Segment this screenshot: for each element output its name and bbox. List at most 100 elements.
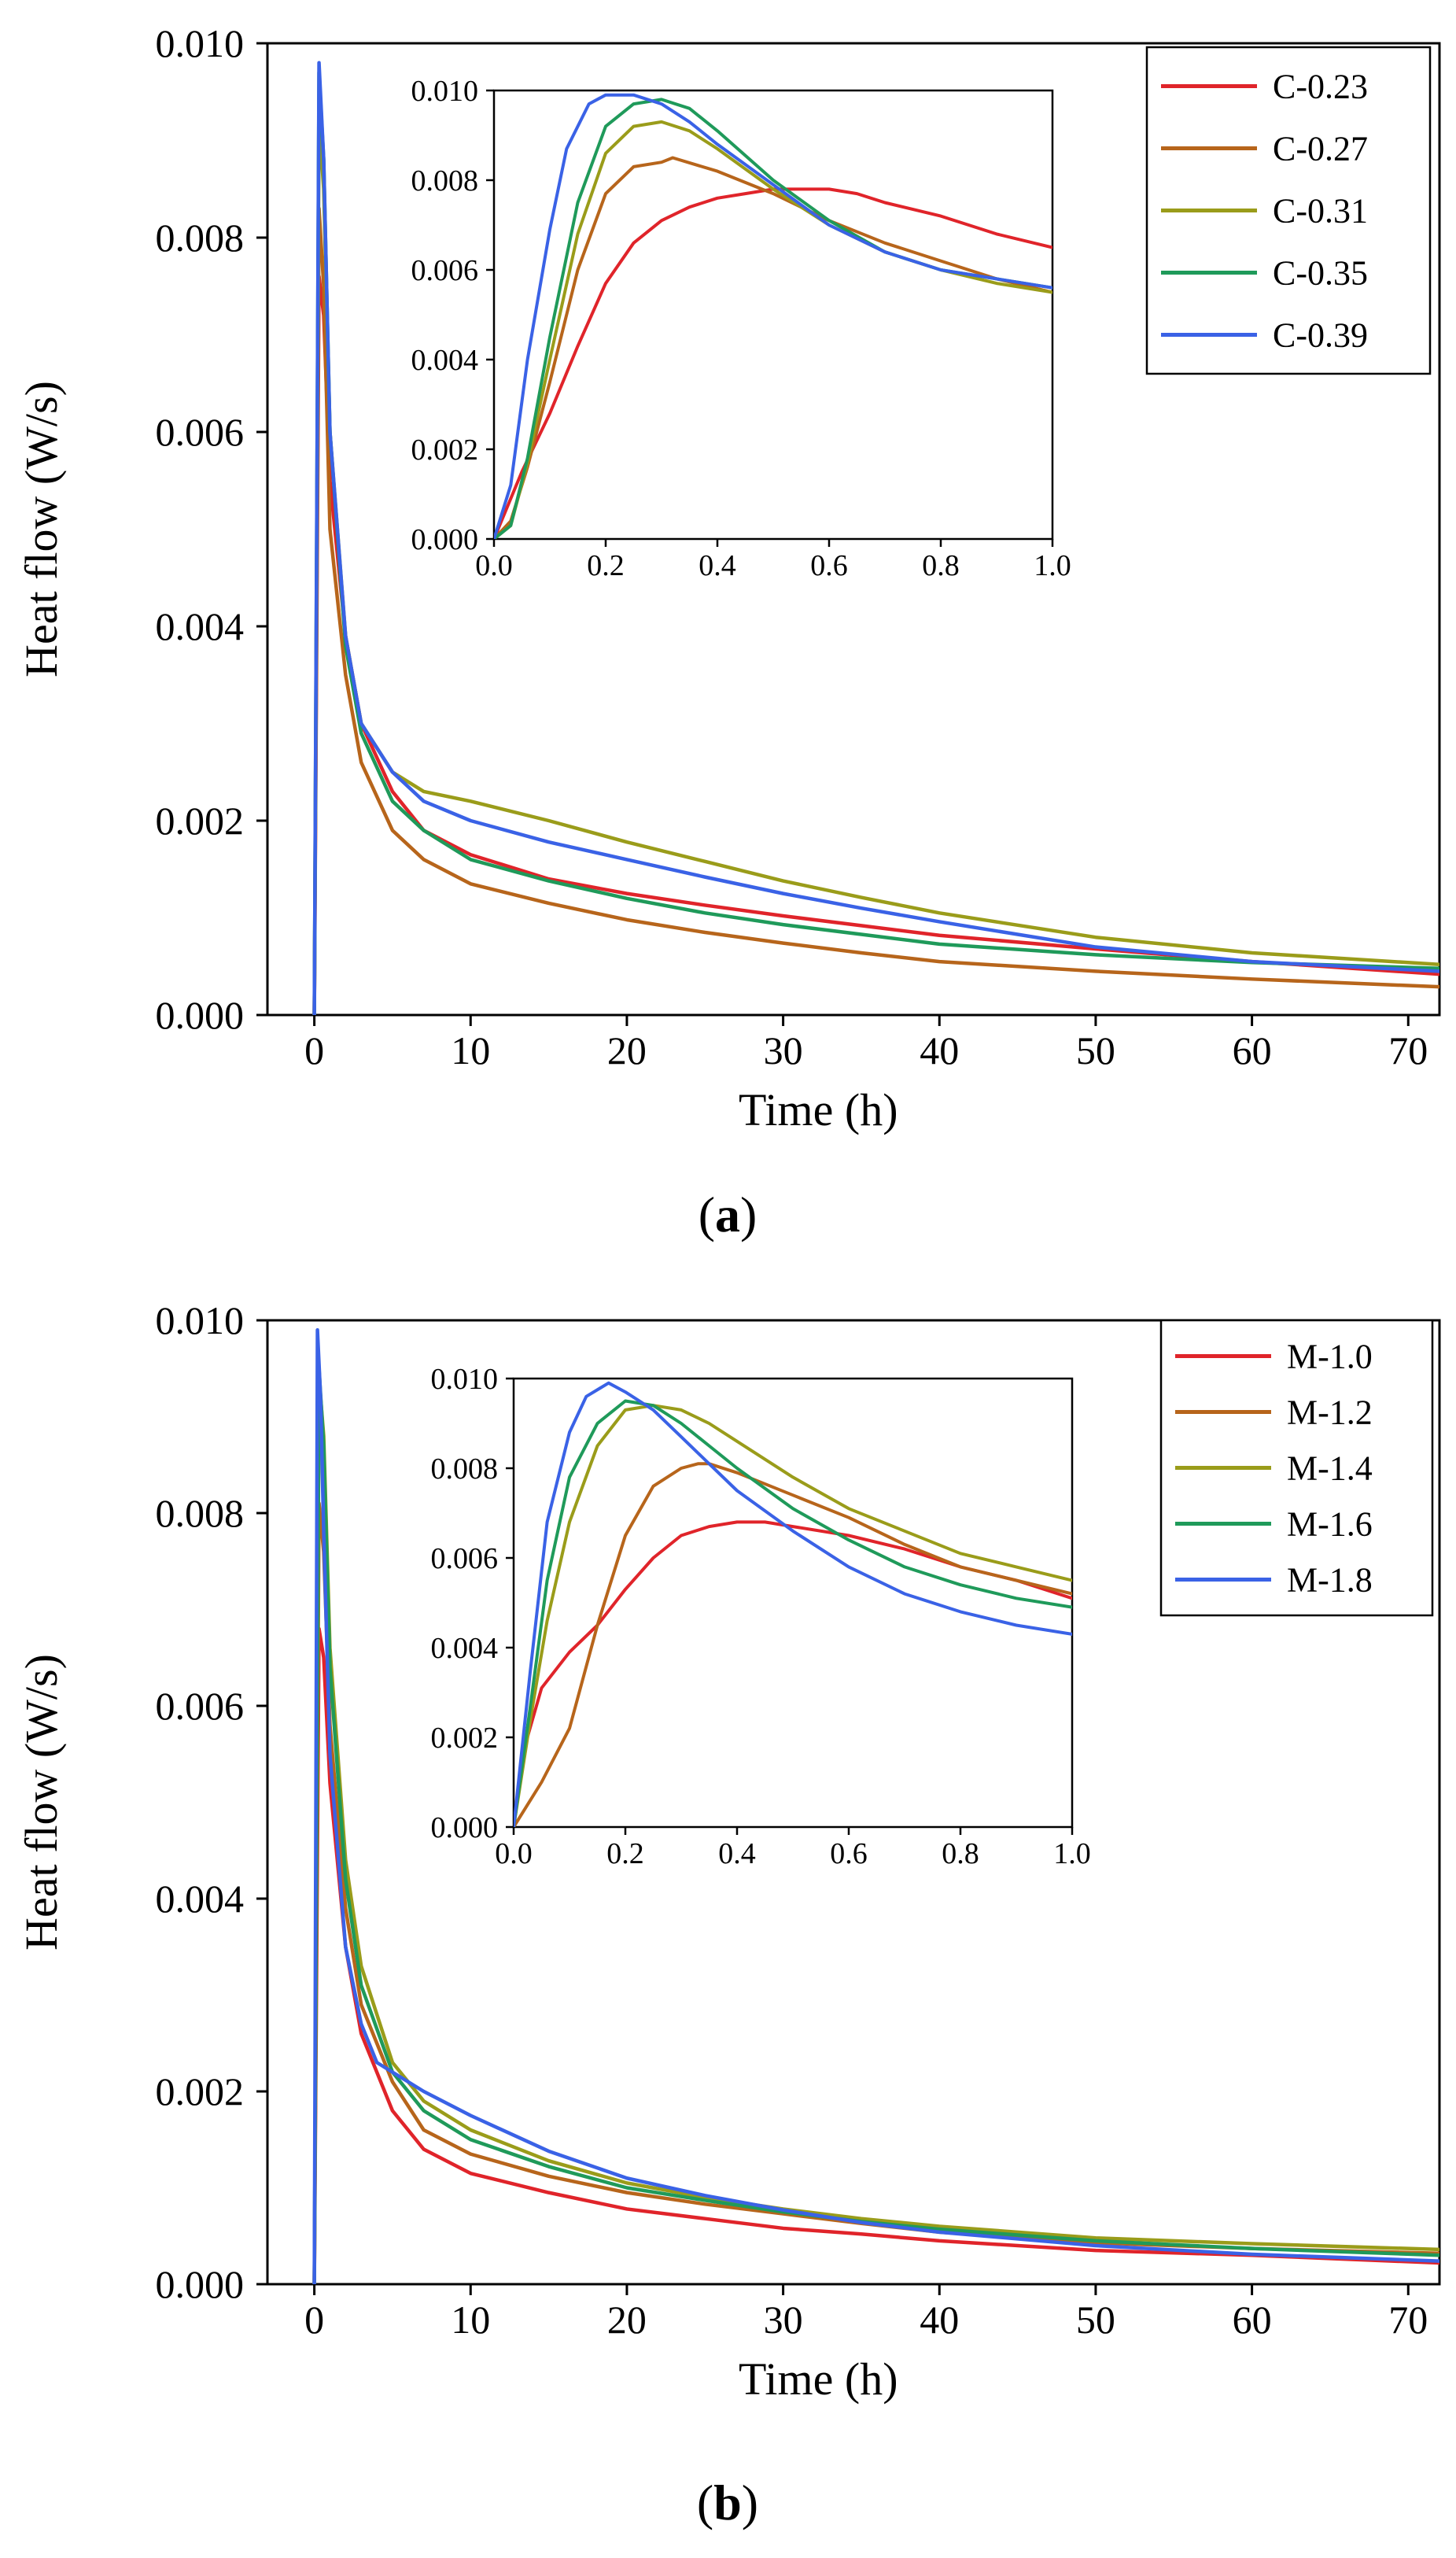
- legend: C-0.23 C-0.27 C-0.31 C-0.35 C-0.39: [1145, 46, 1432, 375]
- main-y-tick-label: 0.000: [156, 993, 245, 1037]
- legend-label-M-1.4: M-1.4: [1287, 1449, 1373, 1488]
- legend-label-C-0.23: C-0.23: [1273, 68, 1368, 106]
- x-axis-title: Time (h): [739, 2353, 898, 2405]
- main-x-tick-label: 40: [920, 1028, 959, 1072]
- x-axis-title: Time (h): [739, 1084, 898, 1135]
- main-x-tick-label: 30: [764, 1028, 803, 1072]
- inset-y-tick-label: 0.002: [431, 1722, 499, 1755]
- main-y-tick-label: 0.004: [156, 604, 245, 648]
- main-x-tick-label: 0: [304, 1028, 324, 1072]
- main-x-tick-label: 20: [607, 1028, 647, 1072]
- inset-x-tick-label: 0.4: [699, 549, 736, 582]
- inset-y-tick-label: 0.006: [431, 1542, 499, 1575]
- main-x-tick-label: 60: [1233, 1028, 1272, 1072]
- inset-series-line-C-0.23: [494, 187, 1052, 539]
- chart-panel-a: 0 10 20 30 40 50 60 70 0.000 0.002 0.004 0.006 0.008…: [16, 21, 1441, 1242]
- main-y-tick-label: 0.002: [156, 2069, 245, 2113]
- panel-label-letter: a: [715, 1187, 740, 1242]
- main-y-tick-label: 0.008: [156, 1491, 245, 1535]
- inset-series-line-M-1.8: [514, 1381, 1072, 1827]
- y-axis-title: Heat flow (W/s): [16, 381, 67, 677]
- main-x-tick-label: 50: [1076, 2298, 1115, 2342]
- inset-x-tick-label: 0.2: [606, 1837, 644, 1870]
- main-y-tick-label: 0.008: [156, 216, 245, 260]
- inset-plot: 0.0 0.2 0.4 0.6 0.8 1.0 0.000 0.002 0.004 0.006 0.…: [431, 1363, 1091, 1870]
- main-x-tick-label: 70: [1388, 1028, 1428, 1072]
- inset-y-tick-label: 0.010: [431, 1363, 499, 1396]
- legend-label-C-0.35: C-0.35: [1273, 254, 1368, 293]
- legend-label-M-1.6: M-1.6: [1287, 1505, 1373, 1544]
- inset-y-tick-label: 0.010: [411, 75, 479, 108]
- inset-y-tick-label: 0.004: [411, 344, 479, 377]
- panel-label-open: (: [699, 1187, 715, 1242]
- panel-label-open: (: [697, 2475, 713, 2530]
- inset-series-line-M-1.6: [514, 1399, 1072, 1827]
- main-y-tick-label: 0.000: [156, 2262, 245, 2306]
- inset-x-tick-label: 0.2: [587, 549, 625, 582]
- panel-label-letter: b: [713, 2475, 742, 2530]
- inset-y-tick-label: 0.008: [411, 164, 479, 197]
- legend-label-M-1.8: M-1.8: [1287, 1561, 1373, 1600]
- main-series-line-C-0.27: [312, 206, 1439, 1015]
- legend: M-1.0 M-1.2 M-1.4 M-1.6 M-1.8: [1159, 1319, 1434, 1617]
- legend-label-C-0.31: C-0.31: [1273, 192, 1368, 231]
- inset-x-tick-label: 0.4: [718, 1837, 756, 1870]
- legend-label-C-0.27: C-0.27: [1273, 130, 1368, 168]
- inset-axes-frame: [512, 1377, 1074, 1829]
- panel-label: (a): [699, 1187, 757, 1242]
- legend-label-M-1.2: M-1.2: [1287, 1393, 1373, 1432]
- panel-label-close: ): [740, 1187, 757, 1242]
- inset-y-tick-label: 0.000: [431, 1811, 499, 1844]
- main-series-line-C-0.39: [312, 61, 1439, 1015]
- inset-series-line-M-1.0: [514, 1520, 1072, 1827]
- main-axes-frame: [266, 1319, 1441, 2286]
- main-y-tick-label: 0.006: [156, 410, 245, 454]
- main-x-tick-label: 10: [451, 2298, 490, 2342]
- y-axis-title: Heat flow (W/s): [16, 1654, 67, 1951]
- main-y-tick-label: 0.006: [156, 1684, 245, 1728]
- main-y-tick-label: 0.010: [156, 1298, 245, 1342]
- chart-panel-b: 0 10 20 30 40 50 60 70 0.000 0.002 0.004 0.006 0.008…: [16, 1298, 1441, 2530]
- main-x-tick-label: 10: [451, 1028, 490, 1072]
- legend-label-C-0.39: C-0.39: [1273, 316, 1368, 355]
- main-series-line-M-1.8: [312, 1328, 1439, 2284]
- inset-y-tick-label: 0.000: [411, 523, 479, 556]
- inset-axes-frame: [492, 89, 1054, 541]
- legend-label-M-1.0: M-1.0: [1287, 1338, 1373, 1376]
- main-series-line-M-1.6: [312, 1367, 1439, 2284]
- main-y-tick-label: 0.004: [156, 1877, 245, 1921]
- main-x-tick-label: 0: [304, 2298, 324, 2342]
- inset-y-tick-label: 0.006: [411, 254, 479, 287]
- main-y-tick-label: 0.010: [156, 21, 245, 65]
- main-x-tick-label: 30: [764, 2298, 803, 2342]
- inset-x-tick-label: 0.6: [830, 1837, 868, 1870]
- inset-y-tick-label: 0.002: [411, 434, 479, 467]
- inset-y-tick-label: 0.008: [431, 1452, 499, 1486]
- main-axes-frame: [266, 42, 1441, 1017]
- inset-series-line-M-1.4: [514, 1404, 1072, 1827]
- inset-x-tick-label: 0.8: [942, 1837, 979, 1870]
- inset-x-tick-label: 0.0: [495, 1837, 533, 1870]
- inset-x-tick-label: 0.0: [475, 549, 513, 582]
- main-x-tick-label: 50: [1076, 1028, 1115, 1072]
- inset-series-line-C-0.27: [494, 156, 1052, 539]
- main-x-tick-label: 20: [607, 2298, 647, 2342]
- panel-label-close: ): [742, 2475, 758, 2530]
- inset-series-line-C-0.35: [494, 98, 1052, 539]
- inset-x-tick-label: 1.0: [1053, 1837, 1091, 1870]
- inset-y-tick-label: 0.004: [431, 1632, 499, 1665]
- inset-x-tick-label: 0.6: [810, 549, 848, 582]
- main-x-tick-label: 60: [1233, 2298, 1272, 2342]
- inset-plot: 0.0 0.2 0.4 0.6 0.8 1.0 0.000 0.002 0.004 0.006 0.…: [411, 75, 1071, 582]
- inset-series-line-C-0.39: [494, 93, 1052, 539]
- main-series-line-C-0.23: [312, 275, 1439, 1015]
- inset-x-tick-label: 0.8: [922, 549, 960, 582]
- main-y-tick-label: 0.002: [156, 799, 245, 843]
- main-x-tick-label: 40: [920, 2298, 959, 2342]
- main-x-tick-label: 70: [1388, 2298, 1428, 2342]
- panel-label: (b): [697, 2475, 758, 2530]
- inset-x-tick-label: 1.0: [1034, 549, 1071, 582]
- main-series-line-M-1.2: [312, 1501, 1439, 2284]
- inset-series-line-M-1.2: [514, 1462, 1072, 1827]
